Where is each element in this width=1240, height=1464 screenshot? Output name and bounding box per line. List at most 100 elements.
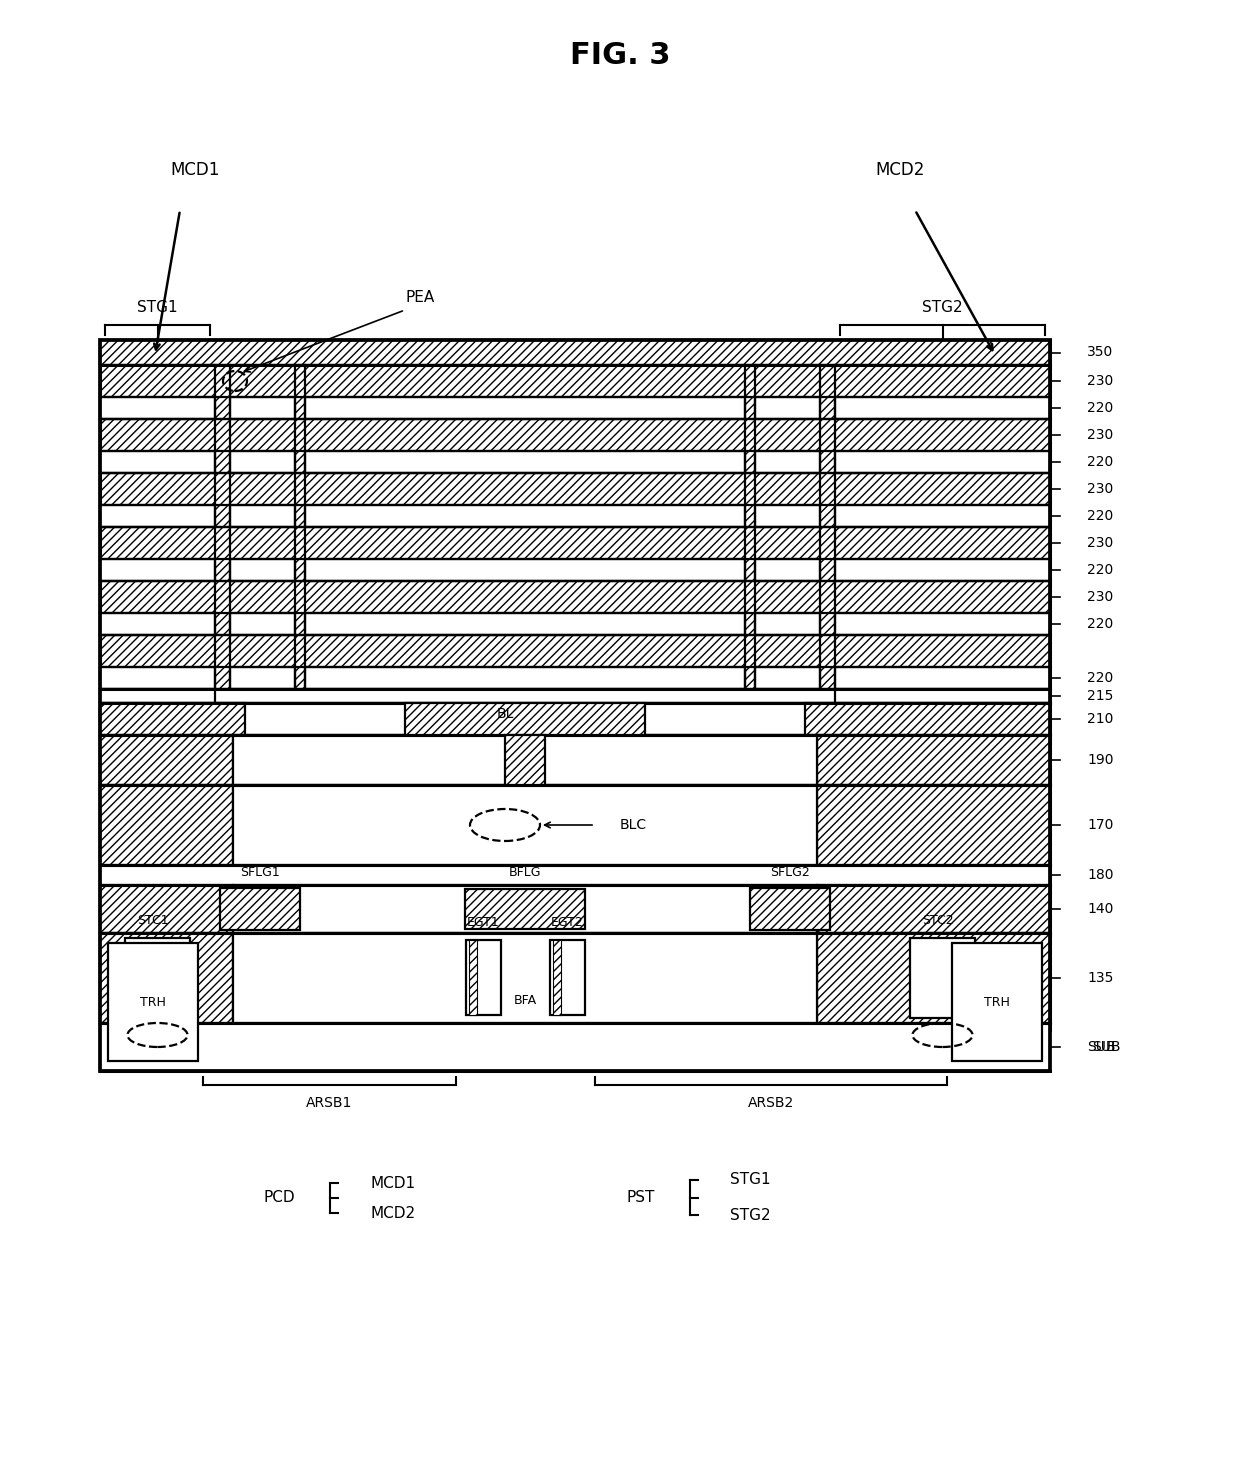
Bar [505,735,546,785]
Bar [100,933,1050,1023]
Text: STC2: STC2 [921,915,954,928]
Text: 220: 220 [1087,401,1114,414]
Bar [465,889,585,930]
Bar [817,933,1050,1023]
Text: SFLG2: SFLG2 [770,867,810,880]
Bar [100,735,1050,785]
Bar [755,613,820,635]
Text: STG2: STG2 [923,300,962,316]
Bar [835,613,1050,635]
Bar [233,933,817,1023]
Text: 230: 230 [1087,536,1114,550]
Bar [229,668,295,690]
Text: 215: 215 [1087,690,1114,703]
Text: PST: PST [626,1190,655,1205]
Text: STG1: STG1 [138,300,177,316]
Bar [465,940,501,1015]
Bar [755,668,820,690]
Text: SFLG1: SFLG1 [241,867,280,880]
Bar [100,785,233,865]
Text: 230: 230 [1087,373,1114,388]
Bar [305,559,745,581]
Bar [817,735,1050,785]
Bar [100,735,233,785]
Text: EGT1: EGT1 [466,916,500,930]
Bar [229,451,295,473]
Bar [405,703,645,735]
Text: MCD2: MCD2 [370,1205,415,1221]
Bar [835,451,1050,473]
Bar [100,559,215,581]
Bar [805,703,1050,735]
Text: BFA: BFA [513,994,537,1007]
Text: 220: 220 [1087,671,1114,685]
Text: MCD2: MCD2 [875,161,925,179]
Text: 140: 140 [1087,902,1114,916]
Text: 230: 230 [1087,482,1114,496]
Bar [100,340,1050,1072]
Bar [100,703,1050,735]
Text: 210: 210 [1087,712,1114,726]
Text: 220: 220 [1087,616,1114,631]
Text: BL: BL [496,707,513,720]
Bar [835,505,1050,527]
Bar [549,940,584,1015]
Bar [100,340,1050,1031]
Bar [817,785,1050,865]
Text: EGT2: EGT2 [551,916,583,930]
Bar [817,886,1050,933]
Bar [100,668,215,690]
Bar [755,559,820,581]
Bar [125,938,190,1017]
Bar [229,397,295,419]
Bar [305,668,745,690]
Bar [100,785,1050,865]
Bar [100,865,1050,886]
Bar [100,886,233,933]
Text: MCD1: MCD1 [370,1176,415,1190]
Bar [835,668,1050,690]
Text: TRH: TRH [985,996,1009,1009]
Text: 350: 350 [1087,346,1114,360]
Text: 135: 135 [1087,971,1114,985]
Text: PCD: PCD [263,1190,295,1205]
Bar [229,505,295,527]
Bar [100,505,215,527]
Text: STG1: STG1 [730,1173,770,1187]
Bar [100,340,1050,365]
Text: STG2: STG2 [730,1208,770,1222]
Text: 190: 190 [1087,752,1114,767]
Text: 230: 230 [1087,427,1114,442]
Bar [100,933,233,1023]
Bar [100,886,1050,933]
Bar [835,397,1050,419]
Bar [305,613,745,635]
Bar [219,889,300,930]
Bar [305,505,745,527]
Text: 220: 220 [1087,455,1114,468]
Bar [835,559,1050,581]
Bar [233,886,817,933]
Bar [755,397,820,419]
Bar [233,735,817,785]
Bar [229,559,295,581]
Text: PEA: PEA [405,290,435,306]
Bar [755,451,820,473]
Bar [100,1023,1050,1072]
Text: 180: 180 [1087,868,1114,881]
Text: TRH: TRH [140,996,166,1009]
Text: 170: 170 [1087,818,1114,832]
Bar [469,940,476,1015]
Text: SUB: SUB [1087,1039,1116,1054]
Bar [100,613,215,635]
Text: BFLG: BFLG [508,867,541,880]
Text: MCD1: MCD1 [170,161,219,179]
Bar [100,397,215,419]
Bar [910,938,975,1017]
Text: 220: 220 [1087,509,1114,523]
Text: BLC: BLC [620,818,647,832]
Text: ARSB2: ARSB2 [748,1097,794,1110]
Bar [553,940,560,1015]
Bar [100,451,215,473]
Text: 230: 230 [1087,590,1114,605]
